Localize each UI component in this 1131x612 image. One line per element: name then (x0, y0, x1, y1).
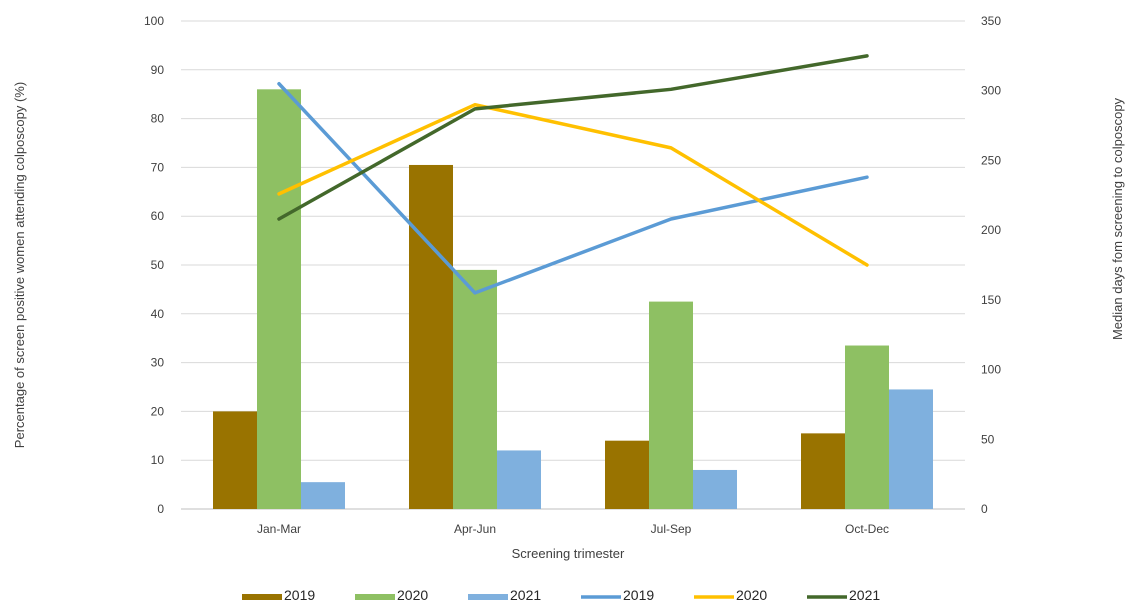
legend-label: 2020 (736, 587, 767, 603)
legend-swatch-bar-2021 (468, 594, 508, 600)
x-tick-label: Jan-Mar (257, 522, 301, 536)
line-2021 (277, 54, 869, 221)
legend-label: 2019 (623, 587, 654, 603)
left-tick-label: 0 (157, 502, 164, 516)
bars (213, 89, 933, 509)
bar-2019-Oct-Dec (801, 433, 845, 509)
right-tick-label: 250 (981, 153, 1001, 167)
x-axis-title: Screening trimester (512, 546, 625, 561)
right-tick-label: 100 (981, 363, 1001, 377)
legend-label: 2019 (284, 587, 315, 603)
legend-swatch-bar-2020 (355, 594, 395, 600)
line-2019 (277, 81, 869, 295)
left-tick-label: 30 (151, 356, 165, 370)
lines (277, 54, 869, 295)
left-tick-label: 10 (151, 453, 165, 467)
left-tick-label: 70 (151, 160, 165, 174)
left-tick-label: 50 (151, 258, 165, 272)
bar-2021-Oct-Dec (889, 389, 933, 509)
legend-label: 2021 (849, 587, 880, 603)
bar-2020-Oct-Dec (845, 345, 889, 509)
bar-2019-Jul-Sep (605, 440, 649, 509)
right-tick-label: 300 (981, 84, 1001, 98)
left-tick-label: 80 (151, 112, 165, 126)
left-axis-title: Percentage of screen positive women atte… (12, 82, 27, 448)
right-axis-title: Median days fom screening to colposcopy (1110, 97, 1125, 340)
legend-label: 2020 (397, 587, 428, 603)
bar-2021-Apr-Jun (497, 450, 541, 509)
bar-2020-Jul-Sep (649, 301, 693, 509)
right-axis-ticks: 0 50 100 150 200 250 300 350 (981, 14, 1001, 516)
bar-2019-Jan-Mar (213, 411, 257, 509)
left-tick-label: 20 (151, 404, 165, 418)
x-axis-ticks: Jan-Mar Apr-Jun Jul-Sep Oct-Dec (257, 522, 889, 536)
right-tick-label: 350 (981, 14, 1001, 28)
right-tick-label: 150 (981, 293, 1001, 307)
left-tick-label: 90 (151, 63, 165, 77)
bar-2019-Apr-Jun (409, 164, 453, 509)
grid (181, 20, 965, 510)
bar-2020-Jan-Mar (257, 89, 301, 509)
legend: 2019 2020 2021 2019 2020 2021 (242, 587, 880, 603)
x-tick-label: Jul-Sep (651, 522, 692, 536)
x-tick-label: Apr-Jun (454, 522, 496, 536)
bar-2020-Apr-Jun (453, 269, 497, 509)
legend-swatch-bar-2019 (242, 594, 282, 600)
left-axis-ticks: 0 10 20 30 40 50 60 70 80 90 100 (144, 14, 164, 516)
right-tick-label: 50 (981, 432, 995, 446)
line-2020 (277, 102, 869, 267)
bar-2021-Jan-Mar (301, 482, 345, 509)
left-tick-label: 40 (151, 307, 165, 321)
right-tick-label: 0 (981, 502, 988, 516)
legend-label: 2021 (510, 587, 541, 603)
left-tick-label: 60 (151, 209, 165, 223)
right-tick-label: 200 (981, 223, 1001, 237)
left-tick-label: 100 (144, 14, 164, 28)
bar-2021-Jul-Sep (693, 469, 737, 509)
x-tick-label: Oct-Dec (845, 522, 889, 536)
